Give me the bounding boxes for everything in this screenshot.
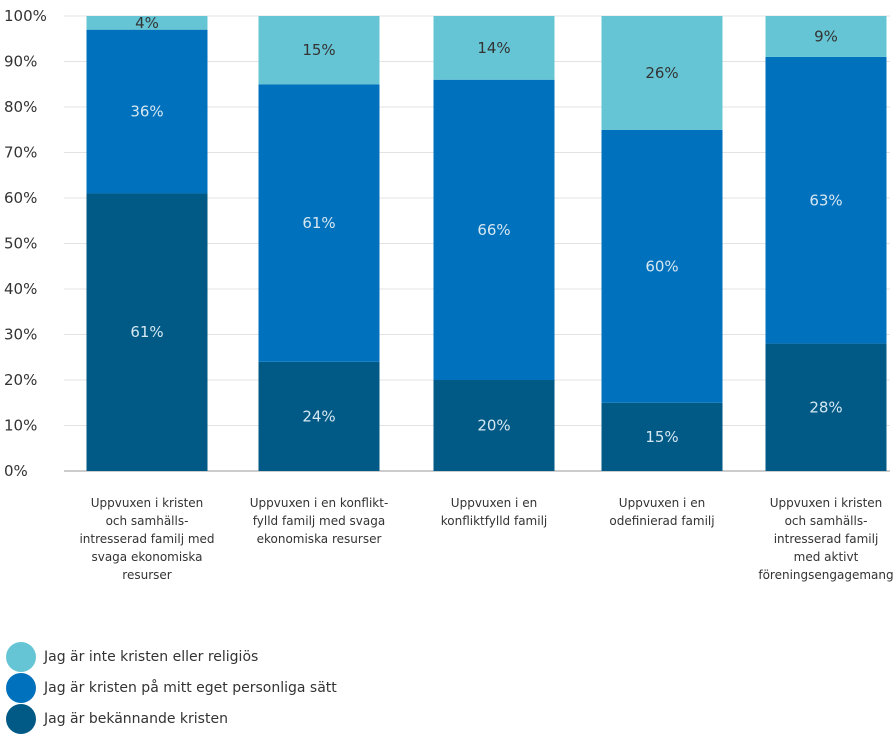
bar-segment bbox=[258, 361, 380, 471]
bar-segment bbox=[765, 343, 887, 471]
data-label: 61% bbox=[130, 323, 163, 341]
legend-item-personal-christian: Jag är kristen på mitt eget personliga s… bbox=[6, 673, 337, 703]
data-label: 24% bbox=[302, 407, 335, 425]
x-category-label-line: fylld familj med svaga bbox=[253, 514, 385, 528]
data-label: 4% bbox=[135, 14, 159, 32]
y-tick-label: 70% bbox=[4, 144, 37, 162]
data-label: 26% bbox=[645, 64, 678, 82]
bar-segment bbox=[433, 16, 555, 80]
x-category-label-line: intresserad familj bbox=[774, 532, 879, 546]
data-label: 66% bbox=[477, 221, 510, 239]
data-label: 14% bbox=[477, 39, 510, 57]
data-label: 28% bbox=[809, 398, 842, 416]
legend-label: Jag är bekännande kristen bbox=[44, 711, 228, 727]
x-category-label-line: Uppvuxen i kristen bbox=[770, 496, 883, 510]
x-category-label: Uppvuxen i en odefinierad familj bbox=[609, 496, 714, 528]
x-category-label-line: odefinierad familj bbox=[609, 514, 714, 528]
legend-item-confessing-christian: Jag är bekännande kristen bbox=[6, 704, 337, 734]
x-category-label-line: föreningsengagemang bbox=[758, 568, 893, 582]
data-label: 15% bbox=[645, 428, 678, 446]
x-category-label-line: Uppvuxen i en bbox=[619, 496, 705, 510]
data-label: 20% bbox=[477, 417, 510, 435]
bar-segment bbox=[258, 16, 380, 85]
legend-label: Jag är kristen på mitt eget personliga s… bbox=[44, 680, 337, 696]
bar-segment bbox=[433, 79, 555, 380]
legend-swatch-blue bbox=[6, 673, 36, 703]
x-category-label-line: resurser bbox=[122, 568, 171, 582]
x-category-label-line: Uppvuxen i en bbox=[451, 496, 537, 510]
x-category-label-line: Uppvuxen i en konflikt- bbox=[250, 496, 389, 510]
bar-segment bbox=[601, 16, 723, 130]
data-label: 60% bbox=[645, 257, 678, 275]
y-tick-label: 20% bbox=[4, 371, 37, 389]
bar-segment bbox=[765, 56, 887, 344]
legend-swatch-dark-blue bbox=[6, 704, 36, 734]
x-category-label: Uppvuxen i en konfliktfylld familj bbox=[441, 496, 548, 528]
x-category-label: Uppvuxen i kristen och samhälls-intresser… bbox=[79, 496, 214, 582]
x-category-label-line: och samhälls- bbox=[106, 514, 189, 528]
bar-segment bbox=[258, 84, 380, 362]
x-category-label-line: ekonomiska resurser bbox=[257, 532, 382, 546]
data-label: 9% bbox=[814, 27, 838, 45]
bar-segment bbox=[433, 380, 555, 471]
bar-segment bbox=[86, 193, 208, 471]
data-label: 36% bbox=[130, 103, 163, 121]
bar-segment bbox=[86, 29, 208, 194]
y-tick-label: 30% bbox=[4, 326, 37, 344]
stacked-bar-chart: 0% 10% 20% 30% 40% 50% 60% 70% 80% 90% 100% 61% 36% 4… bbox=[4, 7, 894, 582]
legend-label: Jag är inte kristen eller religiös bbox=[44, 649, 259, 665]
y-tick-label: 50% bbox=[4, 235, 37, 253]
y-tick-label: 0% bbox=[4, 462, 28, 480]
data-label: 61% bbox=[302, 214, 335, 232]
legend: Jag är inte kristen eller religiös Jag ä… bbox=[6, 642, 337, 739]
x-category-label: Uppvuxen i en konflikt-fylld familj med … bbox=[250, 496, 389, 546]
bar-segment bbox=[601, 402, 723, 471]
y-tick-label: 10% bbox=[4, 417, 37, 435]
legend-swatch-light-blue bbox=[6, 642, 36, 672]
legend-item-not-christian: Jag är inte kristen eller religiös bbox=[6, 642, 337, 672]
x-category-label-line: konfliktfylld familj bbox=[441, 514, 548, 528]
bar-segment bbox=[86, 16, 208, 30]
x-category-label-line: och samhälls- bbox=[785, 514, 868, 528]
x-category-label-line: Uppvuxen i kristen bbox=[91, 496, 204, 510]
y-tick-label: 80% bbox=[4, 98, 37, 116]
y-tick-label: 90% bbox=[4, 53, 37, 71]
data-label: 15% bbox=[302, 41, 335, 59]
x-category-label: Uppvuxen i kristen och samhälls-intresser… bbox=[758, 496, 893, 582]
x-category-label-line: med aktivt bbox=[794, 550, 859, 564]
y-tick-label: 60% bbox=[4, 189, 37, 207]
y-tick-label: 100% bbox=[4, 7, 47, 25]
data-label: 63% bbox=[809, 191, 842, 209]
x-category-label-line: intresserad familj med bbox=[79, 532, 214, 546]
bar-segment bbox=[601, 129, 723, 403]
x-category-label-line: svaga ekonomiska bbox=[91, 550, 202, 564]
bar-segment bbox=[765, 16, 887, 57]
y-tick-label: 40% bbox=[4, 280, 37, 298]
